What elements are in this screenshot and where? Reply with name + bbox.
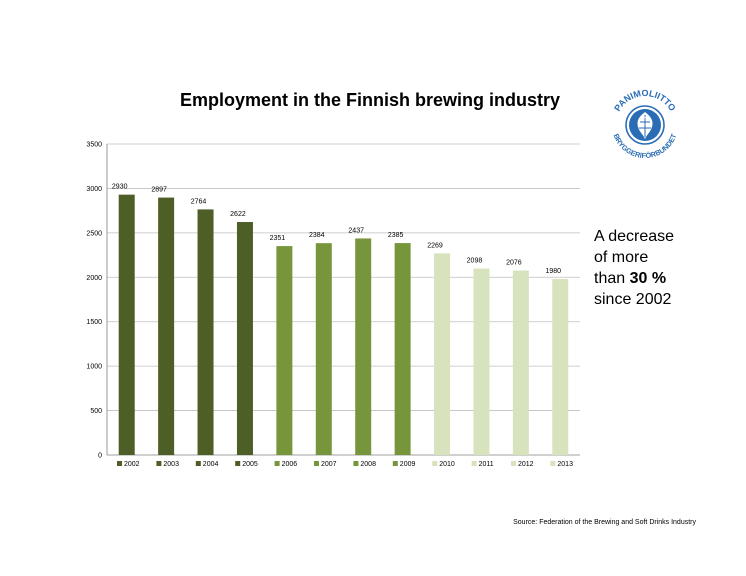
legend-label-2010: 2010 [439, 461, 455, 468]
legend-label-2006: 2006 [282, 461, 298, 468]
y-tick-label: 500 [90, 408, 102, 415]
bar-2013 [552, 279, 569, 455]
source-note: Source: Federation of the Brewing and So… [513, 519, 696, 526]
bar-2003 [158, 197, 175, 455]
legend-swatch-2005 [235, 461, 241, 466]
y-tick-label: 2000 [86, 275, 102, 282]
bar-2002 [118, 194, 135, 456]
legend-swatch-2007 [314, 461, 319, 466]
legend-swatch-2009 [392, 461, 398, 466]
annotation-line-1: A decrease [594, 228, 675, 245]
bar-2005 [236, 222, 253, 455]
logo-year: 1903 [641, 116, 649, 120]
y-tick-label: 1500 [86, 319, 102, 326]
legend-label-2004: 2004 [203, 461, 219, 468]
data-label-2006: 2351 [270, 235, 286, 242]
decrease-annotation: A decrease of more than 30 % since 2002 [594, 226, 704, 310]
chart-title: Employment in the Finnish brewing indust… [179, 90, 561, 110]
legend-swatch-2012 [511, 461, 516, 466]
y-tick-label: 1000 [86, 364, 102, 371]
bar-2010 [434, 253, 451, 455]
data-label-2002: 2930 [112, 184, 128, 191]
data-label-2013: 1980 [546, 268, 562, 275]
bar-2009 [394, 243, 411, 455]
data-label-2003: 2897 [151, 187, 167, 194]
data-label-2009: 2385 [388, 232, 404, 239]
legend-label-2003: 2003 [163, 461, 179, 468]
annotation-line-4: since 2002 [594, 291, 672, 308]
legend-label-2012: 2012 [518, 461, 534, 468]
y-tick-label: 2500 [86, 230, 102, 237]
bar-2006 [276, 246, 293, 455]
y-tick-label: 0 [98, 453, 102, 460]
data-labels: 2930 2897 2764 2622 2351 2384 2437 2385 2269 2098… [112, 184, 561, 275]
data-label-2004: 2764 [191, 198, 207, 205]
data-label-2011: 2098 [467, 258, 483, 265]
legend-swatch-2013 [550, 461, 556, 466]
legend-label-2009: 2009 [400, 461, 416, 468]
legend-swatch-2008 [353, 461, 359, 466]
bar-2012 [512, 270, 529, 455]
bar-2004 [197, 209, 214, 455]
data-label-2012: 2076 [506, 260, 522, 267]
annotation-line-3: than 30 % [594, 268, 704, 289]
annotation-line-3-prefix: than [594, 270, 630, 287]
legend-swatch-2006 [274, 461, 280, 466]
legend-swatch-2010 [432, 461, 438, 466]
legend-swatch-2002 [117, 461, 122, 466]
annotation-percent: 30 % [629, 270, 667, 287]
annotation-line-2: of more [594, 249, 649, 266]
legend-swatch-2011 [471, 461, 477, 466]
legend-label-2011: 2011 [479, 461, 494, 468]
legend-swatch-2003 [156, 461, 162, 466]
data-label-2005: 2622 [230, 211, 246, 218]
bar-2007 [315, 243, 332, 455]
data-label-2008: 2437 [348, 227, 364, 234]
legend-label-2007: 2007 [321, 461, 337, 468]
legend-label-2008: 2008 [360, 461, 376, 468]
y-tick-label: 3500 [86, 142, 102, 149]
bar-2011 [473, 268, 490, 455]
bars [118, 194, 569, 456]
data-label-2010: 2269 [427, 242, 443, 249]
gridlines [106, 143, 580, 456]
legend-label-2005: 2005 [242, 461, 258, 468]
legend-label-2013: 2013 [557, 461, 573, 468]
y-tick-label: 3000 [86, 186, 102, 193]
panimoliitto-seal-icon: PANIMOLIITTO BRYGGERIFÖRBUNDET 1903 [612, 88, 679, 160]
y-axis-ticks: 0 500 1000 1500 2000 2500 3000 3500 [86, 142, 102, 460]
legend: 2002 2003 2004 2005 2006 2007 2008 2009 2010 2011… [117, 461, 573, 468]
bar-2008 [355, 238, 372, 455]
legend-swatch-2004 [195, 461, 201, 466]
legend-label-2002: 2002 [124, 461, 140, 468]
data-label-2007: 2384 [309, 232, 325, 239]
